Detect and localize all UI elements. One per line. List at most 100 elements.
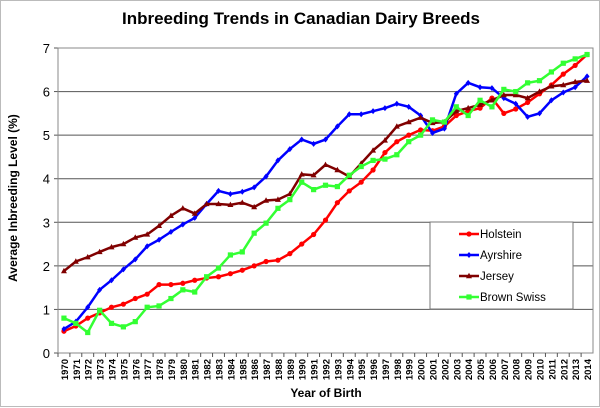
jersey-point [310, 172, 317, 178]
brown-swiss-point [501, 86, 507, 92]
ayrshire-point [156, 236, 162, 243]
brown-swiss-point [394, 152, 400, 158]
y-tick-label: 1 [43, 302, 50, 317]
jersey-point [548, 83, 555, 89]
jersey-point [536, 88, 543, 94]
legend-label-holstein: Holstein [480, 229, 522, 241]
holstein-point [513, 106, 519, 112]
x-tick-label: 1980 [179, 359, 190, 380]
holstein-point [334, 200, 340, 206]
x-tick-label: 1975 [119, 358, 130, 380]
jersey-point [144, 231, 151, 237]
brown-swiss-point [215, 265, 222, 271]
x-axis-label: Year of Birth [290, 386, 362, 400]
x-tick-label: 2009 [524, 359, 535, 380]
jersey-point [227, 201, 234, 208]
jersey-point [84, 253, 91, 260]
brown-swiss-point [156, 303, 162, 309]
ayrshire-point [85, 304, 91, 311]
brown-swiss-point [536, 78, 543, 84]
brown-swiss-point [311, 187, 317, 193]
ayrshire-point [323, 136, 328, 143]
jersey-point [167, 212, 174, 218]
brown-swiss-point [287, 197, 293, 203]
ayrshire-point [180, 221, 186, 228]
chart-title: Inbreeding Trends in Canadian Dairy Bree… [121, 9, 481, 28]
brown-swiss-point [275, 205, 281, 211]
jersey-point [251, 203, 258, 210]
x-tick-label: 2007 [500, 359, 511, 380]
y-tick-label: 5 [43, 128, 50, 143]
x-tick-label: 1986 [250, 359, 261, 380]
x-tick-label: 1987 [262, 359, 273, 380]
jersey-point [322, 161, 329, 167]
holstein-point [311, 231, 317, 238]
jersey-point [477, 101, 484, 107]
legend-label-ayrshire: Ayrshire [480, 250, 522, 262]
brown-swiss-point [560, 60, 566, 66]
jersey-point [334, 166, 341, 173]
jersey-point [120, 240, 127, 247]
ayrshire-point [489, 85, 495, 92]
jersey-point [108, 243, 115, 250]
brown-swiss-point [334, 183, 340, 190]
brown-swiss-point [180, 287, 186, 293]
brown-swiss-point [322, 182, 329, 188]
x-tick-label: 1981 [191, 358, 202, 380]
jersey-point [72, 258, 79, 264]
y-tick-label: 0 [43, 346, 50, 361]
x-tick-label: 2000 [417, 359, 428, 380]
jersey-point [381, 137, 388, 143]
x-tick-label: 2010 [536, 359, 547, 380]
x-tick-label: 2008 [512, 359, 523, 380]
jersey-point [584, 77, 591, 83]
brown-swiss-point [168, 295, 174, 302]
jersey-point [572, 78, 579, 85]
brown-swiss-point [346, 172, 352, 178]
x-tick-label: 2014 [583, 358, 594, 380]
holstein-point [108, 304, 115, 310]
legend-marker-holstein [466, 231, 472, 237]
holstein-point [287, 251, 293, 257]
brown-swiss-point [477, 97, 483, 103]
holstein-point [239, 267, 245, 273]
legend-label-jersey: Jersey [480, 271, 514, 283]
y-tick-label: 3 [43, 215, 50, 230]
x-tick-label: 2012 [559, 359, 570, 380]
holstein-point [144, 291, 150, 297]
holstein-point [299, 241, 305, 247]
brown-swiss-point [572, 56, 578, 62]
holstein-point [120, 301, 126, 307]
holstein-point [275, 257, 281, 263]
holstein-point [346, 188, 352, 194]
ayrshire-point [406, 103, 412, 110]
ayrshire-point [430, 129, 435, 136]
ayrshire-point [465, 79, 471, 86]
legend-marker-jersey [466, 272, 472, 279]
ayrshire-point [346, 111, 352, 118]
holstein-point [370, 167, 376, 173]
jersey-point [156, 222, 163, 228]
y-tick-label: 2 [43, 259, 50, 274]
x-tick-label: 1979 [167, 359, 178, 380]
ayrshire-point [441, 125, 447, 132]
x-tick-label: 1995 [357, 358, 368, 380]
x-tick-label: 1988 [274, 359, 285, 380]
x-tick-label: 1978 [155, 359, 166, 380]
ayrshire-point [370, 108, 376, 115]
holstein-point [525, 99, 531, 106]
ayrshire-point [227, 190, 233, 197]
x-tick-label: 1971 [72, 358, 83, 380]
brown-swiss-point [406, 139, 412, 145]
brown-swiss-point [513, 88, 519, 95]
ayrshire-point [97, 286, 103, 293]
ayrshire-point [572, 84, 578, 91]
x-tick-label: 2006 [488, 359, 499, 380]
legend-marker-brown-swiss [466, 294, 472, 300]
x-tick-label: 1970 [60, 359, 71, 380]
brown-swiss-point [299, 179, 305, 185]
ayrshire-point [144, 243, 150, 250]
ayrshire-point [132, 256, 138, 263]
legend-label-brown-swiss: Brown Swiss [480, 292, 546, 304]
brown-swiss-point [382, 156, 388, 162]
